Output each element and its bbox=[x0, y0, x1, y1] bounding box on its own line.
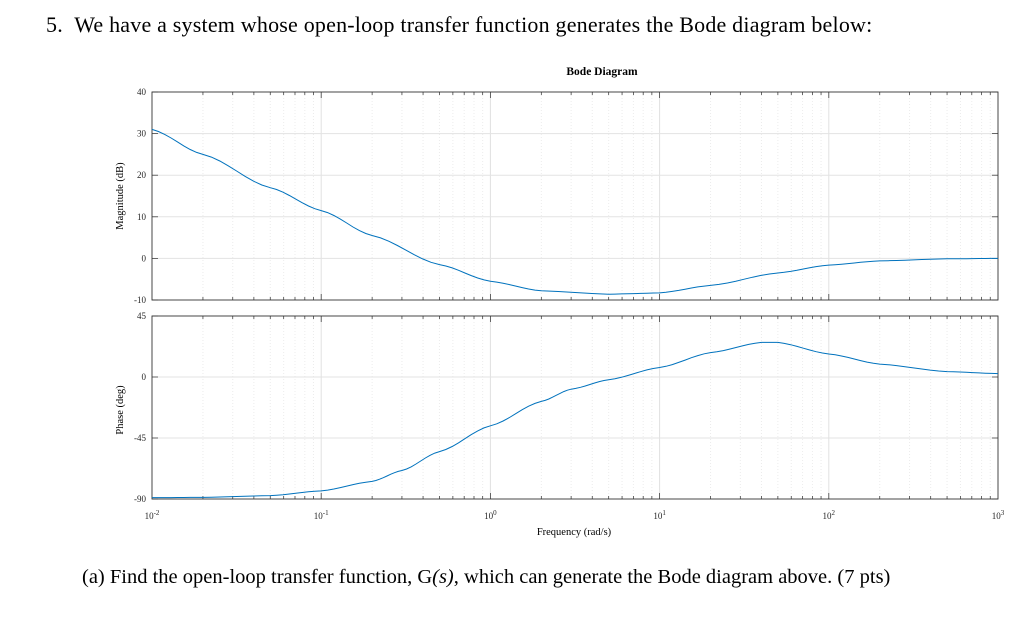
phase-axis-label: Phase (deg) bbox=[115, 385, 126, 435]
x-tick-label-base: 10 bbox=[653, 511, 663, 521]
x-tick-label-exponent: 3 bbox=[1001, 509, 1005, 517]
x-tick-label-base: 10 bbox=[992, 511, 1002, 521]
x-tick-label-exponent: 2 bbox=[832, 509, 836, 517]
x-tick-label: 102 bbox=[823, 509, 836, 521]
x-tick-label-exponent: -2 bbox=[154, 509, 160, 517]
magnitude-plot: 40 30 20 10 0 -10 bbox=[134, 87, 999, 305]
phase-y-tick-label: 0 bbox=[142, 372, 147, 382]
part-a-function-arg: (s) bbox=[432, 566, 454, 588]
x-tick-label: 103 bbox=[992, 509, 1005, 521]
part-a-points: (7 pts) bbox=[837, 566, 891, 588]
magnitude-y-tick-label: -10 bbox=[134, 295, 146, 305]
part-a-label: (a) bbox=[82, 566, 105, 588]
magnitude-y-tick-label: 0 bbox=[142, 253, 147, 263]
x-tick-label-base: 10 bbox=[484, 511, 494, 521]
x-tick-label: 100 bbox=[484, 509, 497, 521]
x-tick-label-exponent: 1 bbox=[662, 509, 666, 517]
magnitude-axes-frame bbox=[151, 91, 999, 301]
magnitude-axis-label: Magnitude (dB) bbox=[115, 162, 126, 230]
x-tick-label: 10-1 bbox=[314, 509, 329, 521]
phase-y-tick-label: -90 bbox=[134, 494, 146, 504]
part-a-text-after: , which can generate the Bode diagram ab… bbox=[453, 566, 833, 588]
phase-response-curve bbox=[152, 341, 999, 499]
part-a-question: (a) Find the open-loop transfer function… bbox=[82, 566, 890, 589]
phase-y-tick-label: 45 bbox=[137, 311, 147, 321]
x-tick-label: 10-2 bbox=[145, 509, 160, 521]
chart-title: Bode Diagram bbox=[566, 66, 638, 78]
magnitude-y-tick-label: 10 bbox=[137, 212, 147, 222]
question-number: 5. bbox=[46, 12, 63, 37]
magnitude-y-tick-label: 20 bbox=[137, 170, 147, 180]
magnitude-response-curve bbox=[151, 128, 998, 295]
magnitude-y-tick-label: 30 bbox=[137, 129, 147, 139]
x-tick-label-base: 10 bbox=[145, 511, 155, 521]
x-tick-label-exponent: 0 bbox=[493, 509, 497, 517]
frequency-axis-label: Frequency (rad/s) bbox=[537, 527, 612, 538]
question-text: 5. We have a system whose open-loop tran… bbox=[46, 12, 872, 38]
x-tick-label-base: 10 bbox=[314, 511, 324, 521]
x-tick-label-exponent: -1 bbox=[323, 509, 329, 517]
x-tick-label: 101 bbox=[653, 509, 666, 521]
question-body: We have a system whose open-loop transfe… bbox=[74, 12, 873, 37]
magnitude-y-tick-label: 40 bbox=[137, 87, 147, 97]
phase-y-tick-label: -45 bbox=[134, 433, 146, 443]
x-tick-label-base: 10 bbox=[823, 511, 833, 521]
part-a-text-before: Find the open-loop transfer function, G bbox=[109, 566, 433, 588]
phase-axes-frame bbox=[151, 315, 999, 500]
